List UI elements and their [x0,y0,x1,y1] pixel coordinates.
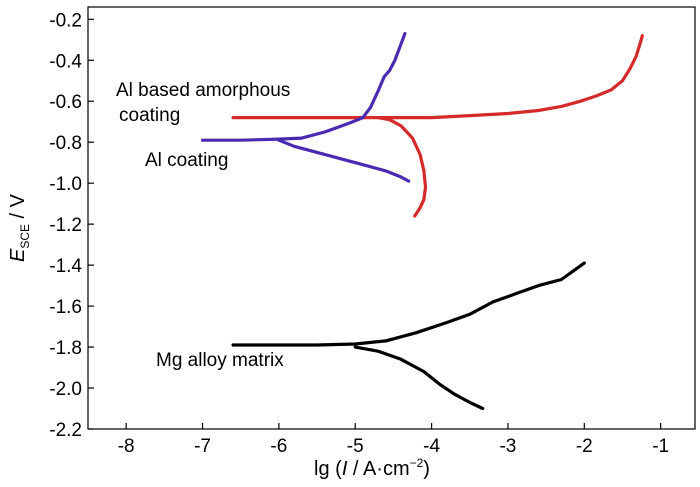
series-line-mg-alloy-matrix-anodic [231,261,586,347]
x-tick-label: -5 [347,436,364,457]
x-tick-label: -3 [499,436,516,457]
series-line-al-based-amorphous-coating-anodic [231,116,428,218]
y-tick-label: -1.6 [49,297,82,318]
y-tick-label: -1.8 [49,338,82,359]
series-line-mg-alloy-matrix-cathodic [353,345,485,411]
y-tick-label: -0.2 [49,10,82,31]
y-tick-label: -1.2 [49,215,82,236]
y-tick-label: -2.2 [49,420,82,441]
y-tick-label: -0.4 [49,51,82,72]
x-axis-label: lg (I / A·cm−2) [314,456,430,480]
y-tick-label: -0.6 [49,92,82,113]
series-layer [200,32,644,411]
y-tick-label: -1.4 [49,256,82,277]
x-tick-label: -7 [194,436,211,457]
ticks-layer: -8 -7 -6 -5 -4 -3 -2 -1 -0.2 -0.4 -0.6 -0.8 -1.0 -1.2… [49,10,669,457]
x-tick-label: -8 [118,436,135,457]
x-tick-label: -1 [652,436,669,457]
series-line-al-coating-anodic [200,32,407,142]
x-tick-label: -6 [270,436,287,457]
annotation-al-amorphous-line1: Al based amorphous [116,80,290,101]
annotation-al-amorphous-line2: coating [119,105,180,126]
series-line-al-based-amorphous-coating-cathodic [376,34,644,120]
annotation-al-coating: Al coating [145,150,228,171]
plot-frame [87,6,696,430]
annotation-mg-alloy: Mg alloy matrix [156,350,284,371]
x-tick-label: -4 [423,436,440,457]
y-tick-label: -1.0 [49,174,82,195]
y-tick-label: -2.0 [49,379,82,400]
y-axis-label: ESCE / V [7,193,32,262]
x-tick-label: -2 [576,436,593,457]
y-tick-label: -0.8 [49,133,82,154]
series-line-al-coating-cathodic [277,138,411,183]
